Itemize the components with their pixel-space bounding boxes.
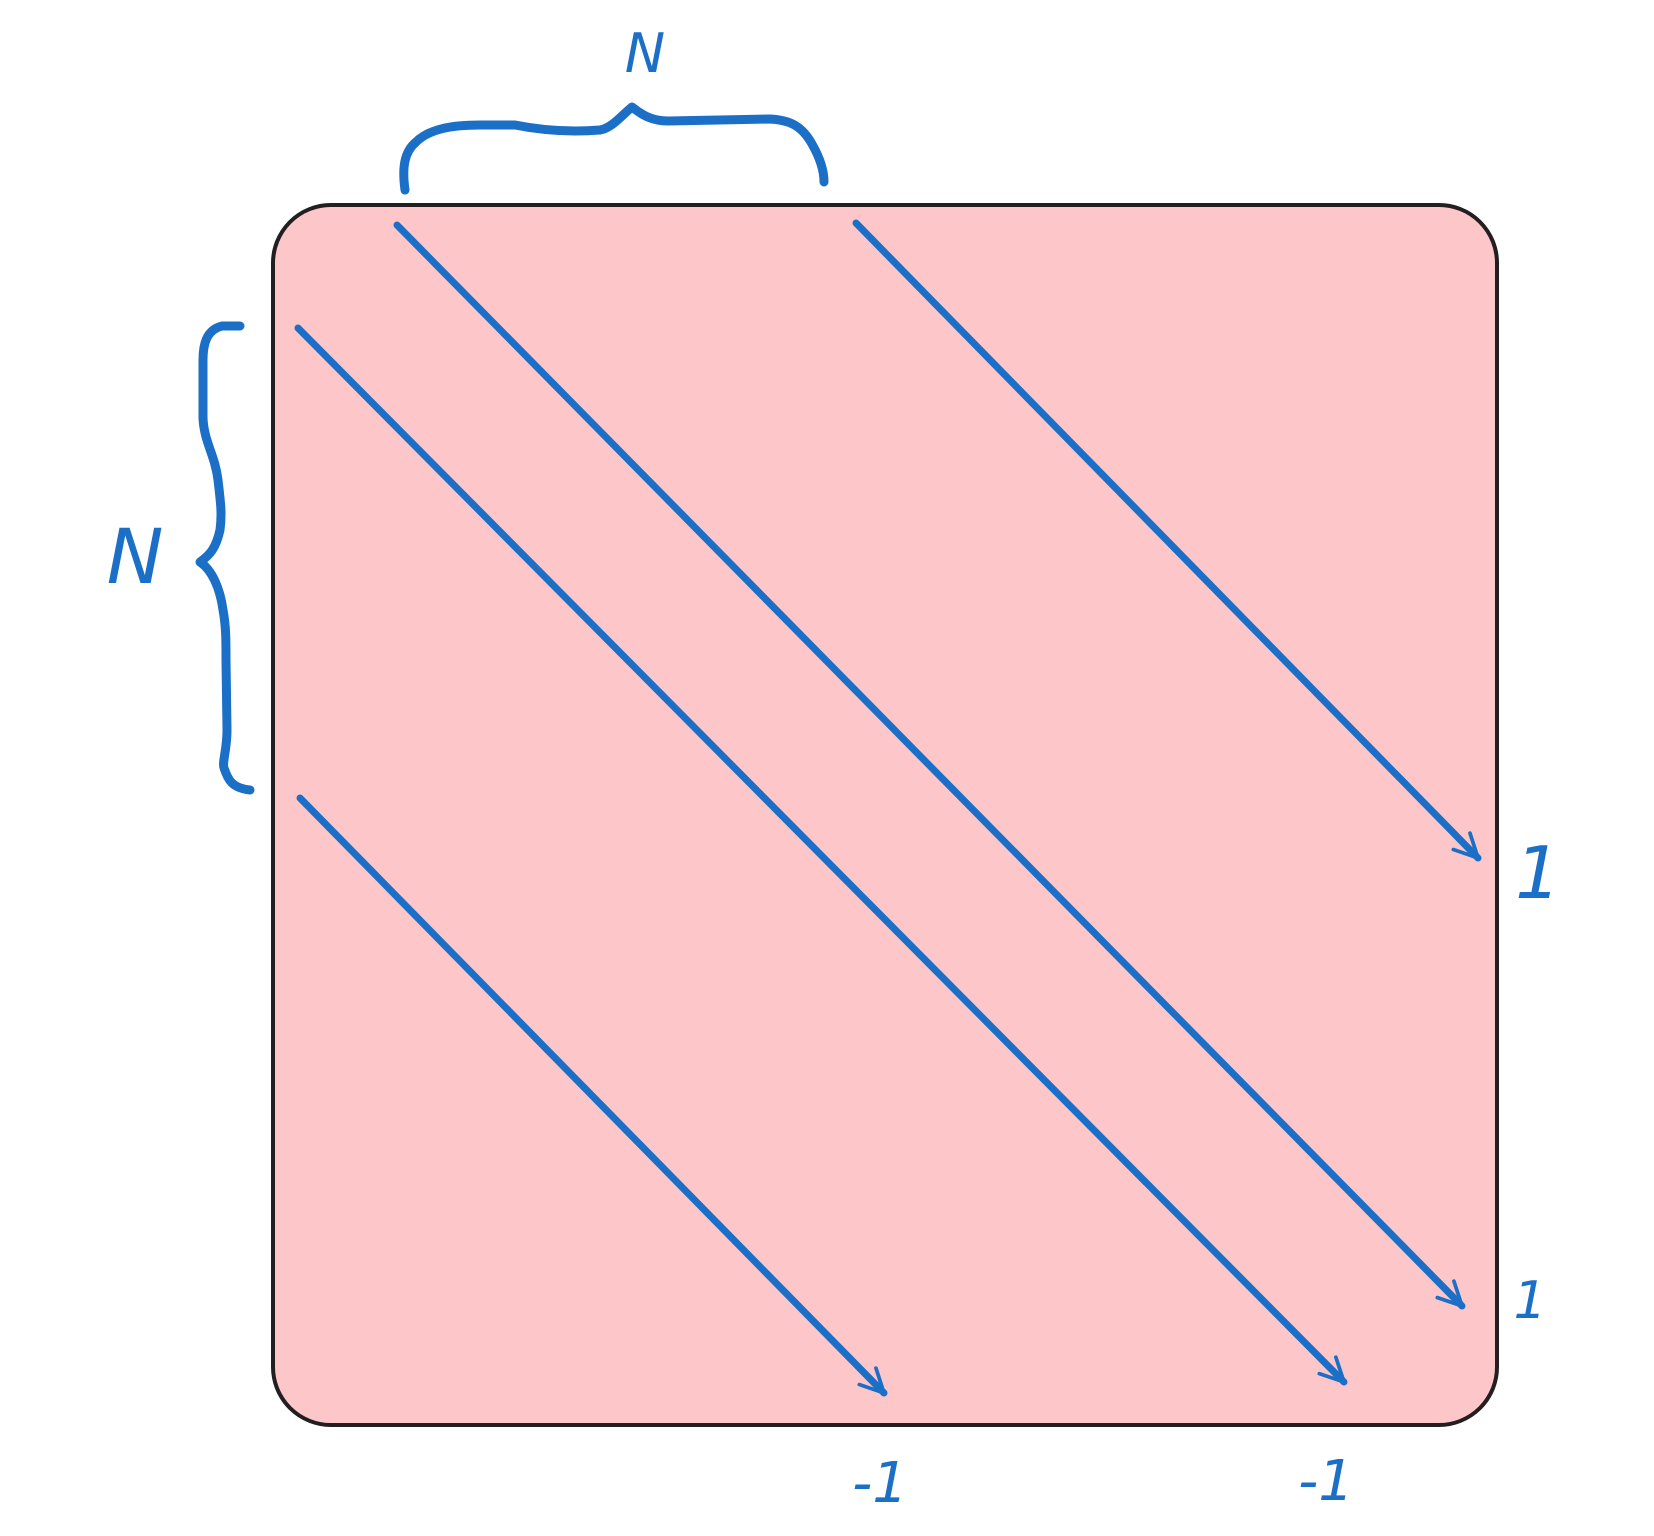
diagonal-lower-near-arrow xyxy=(294,324,1348,1386)
left-brace xyxy=(195,321,255,795)
diagonal-lower-near-value: -1 xyxy=(1298,1449,1354,1514)
matrix-square xyxy=(271,203,1499,1427)
diagonal-upper-far-arrow xyxy=(852,219,1482,862)
brace-left-label: N xyxy=(107,512,164,601)
diagonal-upper-near-arrow xyxy=(393,221,1466,1310)
brace-top-label: N xyxy=(625,22,665,85)
diagonal-lower-far-arrow xyxy=(296,794,888,1397)
diagonal-upper-near-value: 1 xyxy=(1513,1271,1546,1331)
diagonal-upper-far-value: 1 xyxy=(1515,831,1561,915)
top-brace xyxy=(399,102,829,195)
diagonal-lower-far-value: -1 xyxy=(852,1451,908,1516)
